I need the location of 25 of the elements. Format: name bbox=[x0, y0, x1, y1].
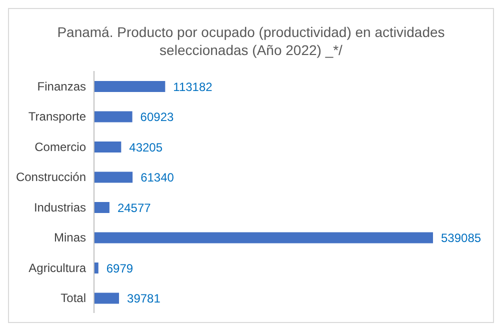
y-tick-label: Minas bbox=[54, 230, 86, 245]
data-label: 24577 bbox=[117, 200, 152, 215]
y-tick-label: Agricultura bbox=[28, 260, 86, 275]
y-tick-label: Finanzas bbox=[37, 79, 86, 94]
bar bbox=[94, 172, 133, 183]
bar bbox=[94, 142, 122, 152]
data-label: 113182 bbox=[173, 80, 213, 94]
bar bbox=[94, 232, 433, 244]
data-label: 61340 bbox=[140, 170, 174, 185]
y-tick-label: Industrias bbox=[34, 200, 86, 214]
data-label: 39781 bbox=[127, 292, 161, 306]
bar bbox=[94, 81, 166, 92]
y-tick-label: Total bbox=[60, 291, 86, 306]
data-label: 43205 bbox=[129, 140, 163, 154]
bar bbox=[94, 111, 132, 122]
bar bbox=[94, 262, 98, 274]
data-label: 6979 bbox=[106, 261, 134, 276]
y-tick-label: Construcción bbox=[16, 170, 86, 184]
bar bbox=[94, 292, 120, 304]
chart-title: Panamá. Producto por ocupado (productividad) en actividades seleccionadas (Año 2022) _*/ bbox=[56, 23, 446, 59]
data-label: 60923 bbox=[140, 110, 174, 124]
bar bbox=[94, 202, 110, 213]
data-label: 539085 bbox=[441, 231, 482, 246]
y-tick-label: Transporte bbox=[28, 110, 86, 124]
y-tick-label: Comercio bbox=[34, 140, 86, 154]
